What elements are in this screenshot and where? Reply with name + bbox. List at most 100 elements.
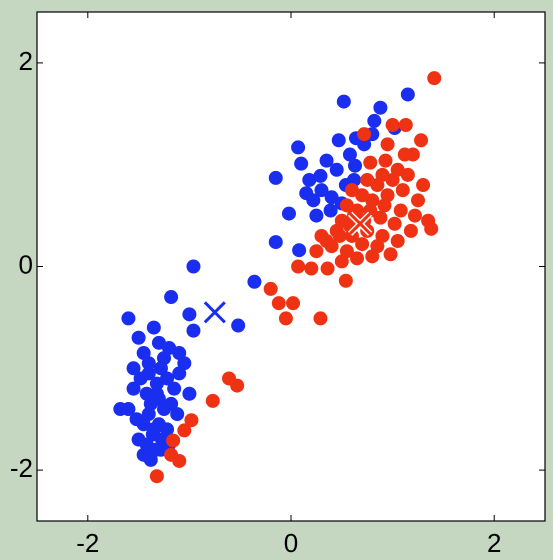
point — [380, 137, 395, 152]
point — [370, 178, 385, 193]
point — [278, 311, 293, 326]
point — [407, 208, 422, 223]
point — [319, 153, 334, 168]
point — [160, 371, 175, 386]
point — [149, 386, 164, 401]
point — [363, 155, 378, 170]
point — [247, 274, 262, 289]
point — [186, 259, 201, 274]
point — [172, 366, 187, 381]
point — [263, 281, 278, 296]
point — [302, 172, 317, 187]
point — [390, 234, 405, 249]
plot-area — [36, 11, 546, 522]
point — [153, 361, 168, 376]
point — [398, 117, 413, 132]
point — [400, 167, 415, 182]
point — [324, 239, 339, 254]
point — [414, 133, 429, 148]
point — [314, 228, 329, 243]
point — [385, 172, 400, 187]
point — [411, 193, 425, 208]
point — [186, 323, 201, 338]
point — [164, 290, 179, 305]
point — [309, 244, 324, 259]
point — [367, 113, 382, 128]
point — [383, 247, 398, 262]
point — [400, 87, 415, 102]
point — [126, 361, 141, 376]
point — [334, 254, 349, 269]
point — [357, 137, 372, 152]
point — [146, 320, 161, 335]
point — [348, 158, 363, 173]
point — [268, 235, 283, 250]
point — [184, 413, 199, 428]
point — [304, 261, 319, 276]
point — [387, 216, 402, 231]
point — [378, 153, 393, 168]
point — [113, 402, 128, 417]
point — [357, 127, 372, 142]
point — [164, 447, 179, 462]
point — [427, 71, 442, 86]
point — [342, 147, 357, 162]
point — [313, 311, 328, 326]
point — [166, 433, 181, 448]
point — [154, 432, 169, 447]
point — [377, 198, 392, 213]
point — [286, 296, 301, 311]
point — [294, 156, 309, 171]
point — [403, 223, 418, 238]
point — [170, 407, 185, 422]
point — [291, 140, 306, 155]
point — [291, 259, 306, 274]
point — [231, 318, 246, 333]
point — [365, 249, 380, 264]
point — [350, 251, 365, 266]
point — [182, 307, 197, 322]
point — [182, 386, 197, 401]
point — [167, 381, 182, 396]
point — [336, 94, 351, 109]
point — [141, 366, 156, 381]
point — [271, 296, 286, 311]
point — [141, 356, 156, 371]
point — [177, 423, 192, 438]
point — [121, 311, 136, 326]
point — [230, 378, 245, 393]
point — [164, 396, 179, 411]
point — [314, 183, 329, 198]
x-tick-label: 0 — [284, 528, 298, 558]
point — [141, 407, 156, 422]
point — [338, 273, 353, 288]
point — [329, 162, 344, 177]
point — [331, 133, 346, 148]
point — [292, 243, 307, 258]
point — [416, 178, 431, 193]
point — [313, 168, 328, 183]
point — [205, 393, 220, 408]
point — [355, 237, 370, 252]
y-tick-label: 0 — [19, 249, 33, 279]
y-tick-label: 2 — [19, 46, 33, 76]
centroid — [349, 212, 372, 235]
point — [373, 210, 388, 225]
point — [281, 206, 296, 221]
centroid — [203, 301, 226, 324]
point — [268, 170, 283, 185]
point — [309, 208, 324, 223]
point — [373, 100, 388, 115]
point — [126, 381, 141, 396]
point — [320, 261, 335, 276]
x-tick-label: 2 — [487, 528, 501, 558]
point — [131, 330, 146, 345]
point — [393, 203, 408, 218]
point — [149, 469, 164, 484]
point — [323, 203, 338, 218]
point — [395, 183, 410, 198]
point — [332, 228, 347, 243]
x-tick-label: -2 — [76, 528, 99, 558]
point — [385, 117, 400, 132]
